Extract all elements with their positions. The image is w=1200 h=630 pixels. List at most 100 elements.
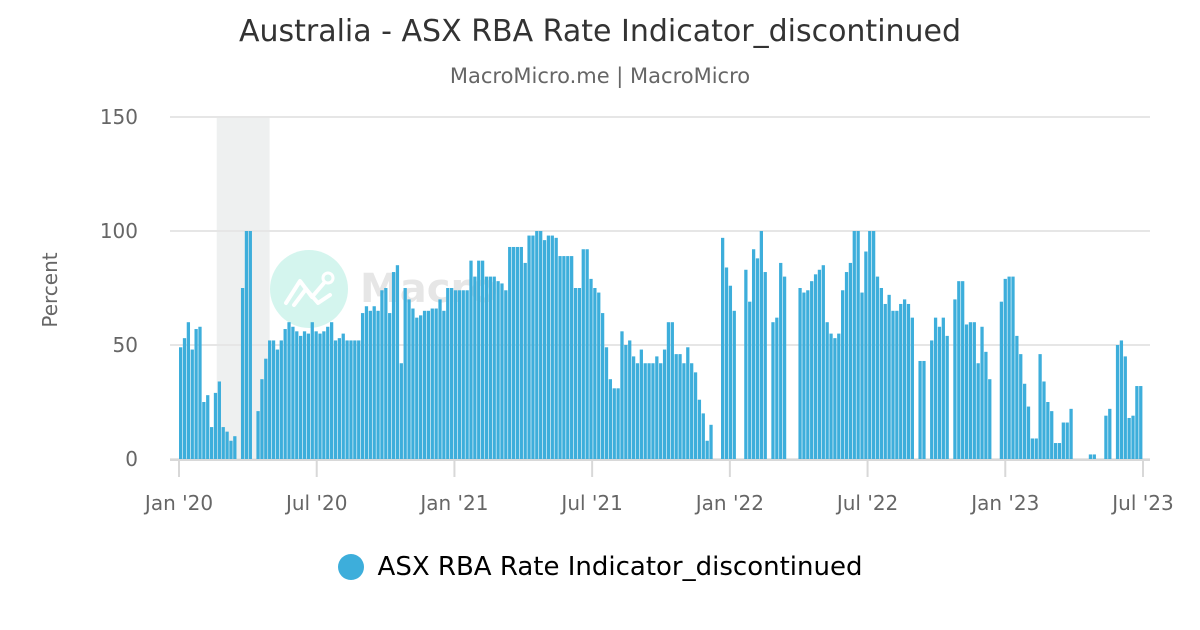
bar (612, 388, 616, 459)
bar (616, 388, 620, 459)
bar (527, 235, 531, 459)
bar (341, 333, 345, 459)
bar (802, 292, 806, 459)
bar (620, 331, 624, 459)
bar (508, 246, 512, 459)
bar (624, 345, 628, 459)
bar (593, 288, 597, 459)
bar (771, 322, 775, 459)
bar (825, 322, 829, 459)
bar (933, 317, 938, 459)
bar (357, 340, 361, 459)
bar (271, 340, 276, 459)
x-tick-label: Jan '20 (143, 491, 213, 515)
bar (523, 262, 527, 459)
chart-title: Australia - ASX RBA Rate Indicator_disco… (238, 14, 962, 49)
bar (310, 322, 314, 459)
bar (573, 288, 578, 459)
bar (891, 310, 895, 459)
bar (643, 363, 647, 459)
bar (1003, 278, 1007, 459)
bar (597, 292, 601, 459)
bar (895, 310, 899, 459)
bar (399, 363, 403, 459)
bar (585, 249, 589, 459)
bar (391, 272, 396, 459)
bar (364, 306, 369, 459)
bar (283, 329, 287, 459)
bar (1131, 415, 1135, 459)
bar (918, 360, 922, 459)
bar (600, 313, 605, 459)
bar (473, 276, 477, 459)
x-tick-label: Jan '23 (969, 491, 1039, 515)
bar (779, 262, 783, 459)
bar (844, 272, 849, 459)
bar (511, 246, 516, 459)
bar (813, 274, 818, 459)
bar (1135, 386, 1139, 459)
bar (922, 360, 926, 459)
bar (868, 231, 872, 459)
x-tick-label: Jul '22 (835, 491, 898, 515)
bar (856, 231, 860, 459)
bar (984, 351, 988, 459)
legend: ASX RBA Rate Indicator_discontinued (0, 552, 1200, 582)
bar (333, 340, 338, 459)
bar (775, 317, 779, 459)
bar (910, 317, 914, 459)
bar (817, 269, 822, 459)
bar (608, 379, 613, 459)
bar (221, 427, 225, 459)
bar (422, 310, 427, 459)
bar (728, 285, 733, 459)
bar (1046, 402, 1050, 459)
x-tick-label: Jul '20 (284, 491, 347, 515)
bar (864, 251, 868, 459)
bar (426, 310, 431, 459)
bar (906, 303, 911, 459)
bar (260, 379, 264, 459)
bar (1061, 422, 1065, 459)
bar (690, 363, 694, 459)
bar (244, 231, 249, 459)
bar (1127, 417, 1131, 459)
bar (566, 256, 570, 459)
bar (751, 249, 756, 459)
bar (384, 288, 388, 459)
bar (434, 308, 438, 459)
bar (821, 265, 825, 459)
bar (206, 395, 210, 459)
y-tick-label: 0 (125, 447, 138, 471)
bar (430, 308, 434, 459)
bar (1007, 276, 1011, 459)
bar (782, 276, 787, 459)
bar (558, 256, 562, 459)
bar (186, 322, 191, 459)
legend-item-series[interactable]: ASX RBA Rate Indicator_discontinued (337, 552, 862, 582)
bar (380, 290, 384, 459)
bar (279, 340, 283, 459)
bar (446, 288, 450, 459)
bar (539, 231, 543, 459)
bar (1069, 408, 1073, 459)
bar (535, 231, 539, 459)
bar (395, 265, 400, 459)
bar (318, 333, 322, 459)
bar (542, 240, 547, 459)
bar (1092, 454, 1096, 459)
bar (732, 310, 736, 459)
bar (515, 246, 520, 459)
bar (1038, 354, 1042, 459)
bar (419, 315, 423, 459)
bar (233, 436, 237, 459)
bar (268, 340, 272, 459)
bar (887, 294, 891, 459)
bar (833, 338, 837, 459)
bar (639, 349, 643, 459)
bar (1050, 411, 1054, 459)
bar (968, 322, 973, 459)
bar (287, 322, 291, 459)
bar (353, 340, 357, 459)
